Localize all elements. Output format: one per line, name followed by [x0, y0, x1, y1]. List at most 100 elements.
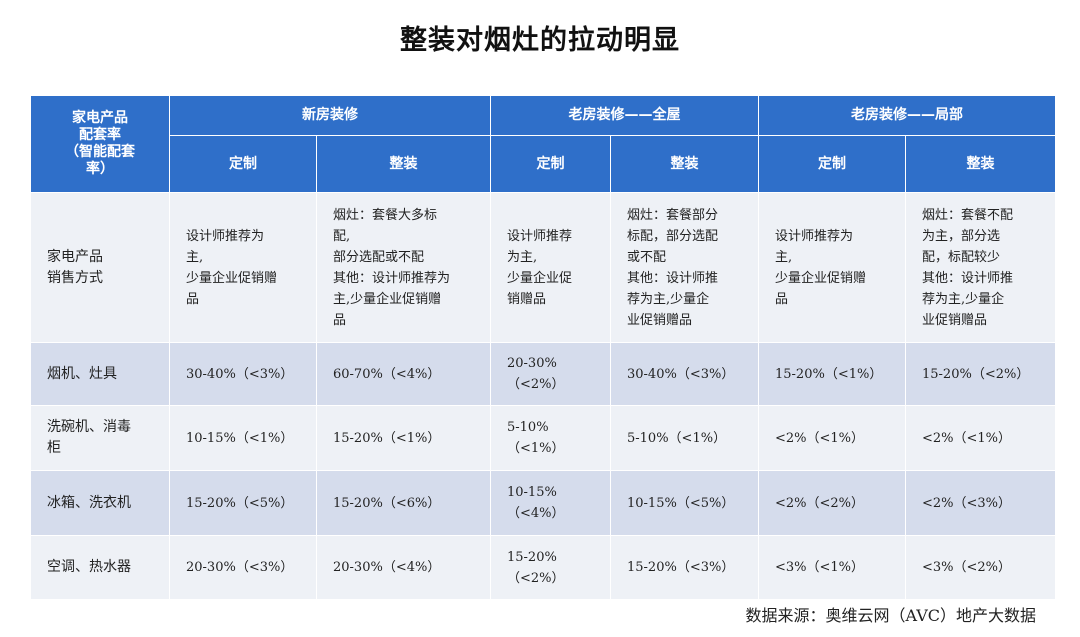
data-source-note: 数据来源：奥维云网（AVC）地产大数据	[745, 606, 1036, 625]
cell-line: （<1%）	[507, 441, 565, 456]
comparison-table: 家电产品 配套率 （智能配套 率） 新房装修 老房装修——全屋 老房装修——局部…	[30, 95, 1056, 600]
table-cell: 5-10% （<1%）	[490, 405, 611, 471]
table-cell: 60-70%（<4%）	[316, 342, 491, 406]
cell-line: <3%（<2%）	[922, 560, 1012, 575]
table-cell: <2%（<2%）	[758, 470, 906, 536]
cell-line: <2%（<1%）	[775, 430, 865, 446]
row-label: 冰箱、洗衣机	[30, 470, 170, 536]
cell-line: 主,	[186, 249, 204, 265]
cell-line: 15-20%（<3%）	[627, 560, 735, 575]
cell-line: 主,少量企业促销赠	[333, 291, 442, 307]
cell-line: 10-15%（<1%）	[186, 430, 294, 446]
table-cell: 15-20%（<5%）	[169, 470, 317, 536]
cell-line: 烟灶：套餐大多标	[333, 207, 438, 223]
row-label-line: 家电产品	[47, 248, 103, 265]
table-cell: 10-15% （<4%）	[490, 470, 611, 536]
table-cell: 20-30% （<2%）	[490, 342, 611, 406]
subheader-whole: 整装	[905, 135, 1056, 193]
table-cell: 烟灶：套餐部分 标配，部分选配 或不配 其他：设计师推 荐为主,少量企 业促销赠品	[610, 192, 759, 343]
cell-line: 荐为主,少量企	[922, 291, 1005, 307]
row-label-line: 柜	[47, 440, 61, 456]
row-label-line: 销售方式	[47, 269, 103, 286]
page-title: 整装对烟灶的拉动明显	[400, 25, 680, 56]
table-row: 家电产品 销售方式 设计师推荐为 主, 少量企业促销赠品烟灶：套餐大多标 配, 部分选配或不…	[30, 192, 1056, 343]
cell-line: 销赠品	[507, 291, 547, 307]
cell-line: 烟灶：套餐部分	[627, 207, 719, 223]
table-cell: 15-20%（<3%）	[610, 535, 759, 600]
row-label: 洗碗机、消毒柜	[30, 405, 170, 471]
cell-line: <2%（<1%）	[922, 430, 1012, 446]
row-label-line: 冰箱、洗衣机	[47, 494, 131, 511]
cell-line: 设计师推荐为	[186, 228, 265, 244]
table-cell: 30-40%（<3%）	[169, 342, 317, 406]
cell-line: 或不配	[627, 249, 667, 265]
cell-line: 15-20%（<1%）	[775, 366, 883, 382]
cell-line: 5-10%	[507, 420, 549, 435]
cell-line: 配,	[333, 228, 351, 244]
cell-line: 配，标配较少	[922, 249, 1001, 265]
cell-line: 少量企业促销赠	[186, 270, 278, 286]
cell-line: 20-30%	[507, 356, 557, 371]
table-cell: <3%（<1%）	[758, 535, 906, 600]
cell-line: 设计师推荐	[507, 228, 573, 244]
corner-line: 家电产品	[72, 110, 128, 126]
row-label: 空调、热水器	[30, 535, 170, 600]
subheader-custom: 定制	[758, 135, 906, 193]
cell-line: 15-20%（<2%）	[922, 366, 1030, 382]
cell-line: 为主,	[507, 249, 538, 265]
row-label-line: 洗碗机、消毒	[47, 419, 131, 435]
table-cell: 烟灶：套餐大多标 配, 部分选配或不配 其他：设计师推荐为 主,少量企业促销赠品	[316, 192, 491, 343]
cell-line: <2%（<3%）	[922, 495, 1012, 511]
cell-line: 20-30%（<3%）	[186, 560, 294, 575]
cell-line: 其他：设计师推	[627, 270, 719, 286]
row-label-line: 烟机、灶具	[47, 365, 117, 382]
cell-line: 业促销赠品	[922, 312, 988, 328]
table-cell: 10-15%（<1%）	[169, 405, 317, 471]
group-header-old-house-whole: 老房装修——全屋	[490, 95, 759, 136]
corner-line: 配套率	[79, 127, 121, 143]
table-cell: 10-15%（<5%）	[610, 470, 759, 536]
cell-line: 15-20%（<1%）	[333, 430, 441, 446]
table-cell: 烟灶：套餐不配 为主，部分选 配，标配较少 其他：设计师推 荐为主,少量企 业促销赠品	[905, 192, 1056, 343]
cell-line: （<2%）	[507, 570, 565, 586]
table-cell: 设计师推荐为主, 少量企业促销赠品	[490, 192, 611, 343]
table-row: 空调、热水器 20-30%（<3%） 20-30%（<4%） 15-20% （<2%） 1…	[30, 535, 1056, 600]
cell-line: 设计师推荐为	[775, 228, 854, 244]
group-header-new-house: 新房装修	[169, 95, 491, 136]
cell-line: 10-15%（<5%）	[627, 495, 735, 511]
table-cell: <2%（<1%）	[905, 405, 1056, 471]
cell-line: 15-20%	[507, 549, 557, 565]
cell-line: 10-15%	[507, 485, 557, 500]
cell-line: 标配，部分选配	[627, 228, 719, 244]
table-cell: 20-30%（<4%）	[316, 535, 491, 600]
corner-line: （智能配套	[65, 144, 135, 160]
cell-line: 主,	[775, 249, 793, 265]
table-cell: 15-20%（<1%）	[316, 405, 491, 471]
corner-header: 家电产品 配套率 （智能配套 率）	[30, 95, 170, 193]
cell-line: 5-10%（<1%）	[627, 430, 727, 446]
corner-line: 率）	[86, 161, 114, 177]
cell-line: 60-70%（<4%）	[333, 366, 441, 382]
cell-line: 少量企业促销赠	[775, 270, 867, 286]
table-cell: <2%（<3%）	[905, 470, 1056, 536]
table-cell: 15-20%（<2%）	[905, 342, 1056, 406]
cell-line: 20-30%（<4%）	[333, 560, 441, 575]
subheader-custom: 定制	[169, 135, 317, 193]
cell-line: 为主，部分选	[922, 228, 1001, 244]
cell-line: 品	[333, 312, 347, 328]
table-row: 烟机、灶具 30-40%（<3%） 60-70%（<4%） 20-30% （<2%） 30…	[30, 342, 1056, 406]
table-cell: 5-10%（<1%）	[610, 405, 759, 471]
cell-line: 15-20%（<5%）	[186, 495, 294, 511]
cell-line: <3%（<1%）	[775, 560, 865, 575]
cell-line: 少量企业促	[507, 270, 573, 286]
table-cell: 15-20%（<1%）	[758, 342, 906, 406]
table-cell: 30-40%（<3%）	[610, 342, 759, 406]
table-cell: <2%（<1%）	[758, 405, 906, 471]
subheader-whole: 整装	[610, 135, 759, 193]
row-label: 烟机、灶具	[30, 342, 170, 406]
table-cell: 15-20% （<2%）	[490, 535, 611, 600]
cell-line: 15-20%（<6%）	[333, 495, 441, 511]
subheader-custom: 定制	[490, 135, 611, 193]
table-cell: 20-30%（<3%）	[169, 535, 317, 600]
cell-line: 30-40%（<3%）	[186, 366, 294, 382]
